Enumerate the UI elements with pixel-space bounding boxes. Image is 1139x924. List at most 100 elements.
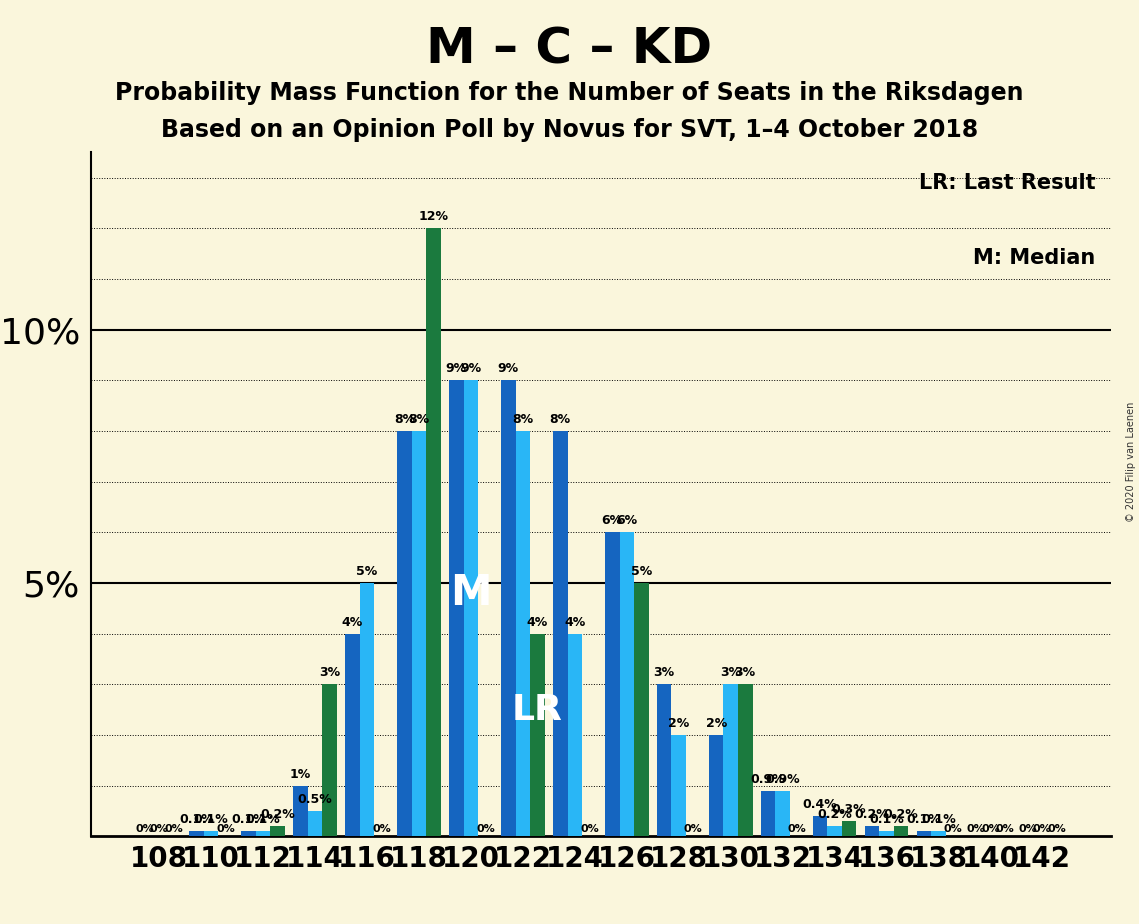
Text: 0%: 0%	[1048, 823, 1066, 833]
Bar	[345, 634, 360, 836]
Text: 0.3%: 0.3%	[831, 803, 867, 816]
Bar	[842, 821, 857, 836]
Bar	[464, 381, 478, 836]
Bar	[827, 826, 842, 836]
Bar	[322, 685, 337, 836]
Bar	[738, 685, 753, 836]
Text: 9%: 9%	[445, 362, 467, 375]
Bar	[360, 583, 375, 836]
Text: 0.1%: 0.1%	[869, 813, 904, 826]
Bar	[189, 832, 204, 836]
Text: 0.5%: 0.5%	[297, 793, 333, 806]
Text: 0.2%: 0.2%	[817, 808, 852, 821]
Text: © 2020 Filip van Laenen: © 2020 Filip van Laenen	[1125, 402, 1136, 522]
Text: 9%: 9%	[460, 362, 482, 375]
Bar	[426, 228, 441, 836]
Text: 0%: 0%	[967, 823, 985, 833]
Text: 0%: 0%	[476, 823, 494, 833]
Text: 0.1%: 0.1%	[246, 813, 280, 826]
Bar	[761, 791, 776, 836]
Bar	[932, 832, 945, 836]
Text: 0%: 0%	[981, 823, 1000, 833]
Text: 4%: 4%	[342, 615, 363, 628]
Text: LR: Last Result: LR: Last Result	[919, 173, 1096, 193]
Text: 2%: 2%	[669, 717, 689, 730]
Text: 0%: 0%	[164, 823, 183, 833]
Text: M: Median: M: Median	[973, 249, 1096, 268]
Bar	[398, 431, 411, 836]
Bar	[516, 431, 530, 836]
Text: 0.4%: 0.4%	[803, 798, 837, 811]
Text: Based on an Opinion Poll by Novus for SVT, 1–4 October 2018: Based on an Opinion Poll by Novus for SV…	[161, 118, 978, 142]
Text: 0%: 0%	[136, 823, 154, 833]
Bar	[449, 381, 464, 836]
Text: 0%: 0%	[580, 823, 599, 833]
Bar	[634, 583, 648, 836]
Text: 6%: 6%	[601, 515, 623, 528]
Bar	[294, 785, 308, 836]
Bar	[567, 634, 582, 836]
Text: 0.2%: 0.2%	[854, 808, 890, 821]
Bar	[620, 532, 634, 836]
Text: 0.1%: 0.1%	[194, 813, 229, 826]
Text: 4%: 4%	[527, 615, 548, 628]
Bar	[813, 816, 827, 836]
Bar	[530, 634, 544, 836]
Bar	[554, 431, 567, 836]
Text: 5%: 5%	[631, 565, 652, 578]
Text: 0%: 0%	[1018, 823, 1038, 833]
Text: 12%: 12%	[418, 211, 449, 224]
Bar	[256, 832, 270, 836]
Text: 0.9%: 0.9%	[765, 772, 800, 785]
Text: Probability Mass Function for the Number of Seats in the Riksdagen: Probability Mass Function for the Number…	[115, 81, 1024, 105]
Text: 0.2%: 0.2%	[261, 808, 295, 821]
Text: 0%: 0%	[683, 823, 703, 833]
Bar	[776, 791, 790, 836]
Text: 0.1%: 0.1%	[921, 813, 956, 826]
Text: 4%: 4%	[564, 615, 585, 628]
Text: M: M	[450, 572, 492, 614]
Bar	[708, 735, 723, 836]
Text: 2%: 2%	[705, 717, 727, 730]
Text: 6%: 6%	[616, 515, 638, 528]
Text: M – C – KD: M – C – KD	[426, 26, 713, 74]
Bar	[605, 532, 620, 836]
Bar	[917, 832, 932, 836]
Text: 5%: 5%	[357, 565, 378, 578]
Bar	[308, 811, 322, 836]
Bar	[894, 826, 908, 836]
Bar	[879, 832, 894, 836]
Text: 8%: 8%	[550, 413, 571, 426]
Bar	[672, 735, 686, 836]
Text: 0.2%: 0.2%	[884, 808, 918, 821]
Text: 0%: 0%	[150, 823, 169, 833]
Text: LR: LR	[513, 693, 563, 726]
Text: 0.9%: 0.9%	[751, 772, 786, 785]
Text: 3%: 3%	[654, 666, 674, 679]
Bar	[241, 832, 256, 836]
Bar	[501, 381, 516, 836]
Text: 3%: 3%	[735, 666, 756, 679]
Bar	[657, 685, 672, 836]
Text: 1%: 1%	[290, 768, 311, 781]
Bar	[270, 826, 285, 836]
Text: 9%: 9%	[498, 362, 519, 375]
Bar	[204, 832, 219, 836]
Text: 0%: 0%	[943, 823, 962, 833]
Text: 8%: 8%	[409, 413, 429, 426]
Text: 3%: 3%	[720, 666, 741, 679]
Text: 0%: 0%	[1033, 823, 1051, 833]
Text: 0%: 0%	[216, 823, 235, 833]
Bar	[411, 431, 426, 836]
Bar	[723, 685, 738, 836]
Text: 8%: 8%	[513, 413, 533, 426]
Text: 0%: 0%	[995, 823, 1015, 833]
Text: 0.1%: 0.1%	[907, 813, 941, 826]
Text: 0.1%: 0.1%	[179, 813, 214, 826]
Text: 0%: 0%	[788, 823, 806, 833]
Text: 3%: 3%	[319, 666, 341, 679]
Bar	[865, 826, 879, 836]
Text: 8%: 8%	[394, 413, 415, 426]
Text: 0.1%: 0.1%	[231, 813, 267, 826]
Text: 0%: 0%	[372, 823, 391, 833]
